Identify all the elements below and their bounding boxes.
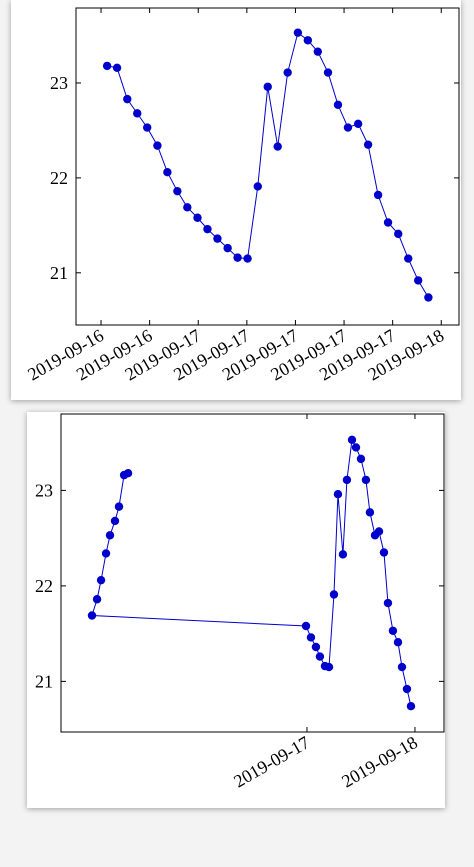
- marker: [361, 475, 371, 485]
- marker: [183, 203, 192, 212]
- marker: [424, 293, 433, 302]
- marker: [114, 502, 124, 511]
- marker: [273, 142, 282, 151]
- marker: [87, 611, 97, 620]
- y-tick-label: 23: [35, 480, 53, 500]
- marker: [306, 633, 316, 642]
- marker: [119, 470, 129, 480]
- marker: [343, 123, 353, 132]
- marker: [133, 109, 142, 118]
- marker: [397, 662, 407, 672]
- plot-frame: [75, 7, 460, 326]
- marker: [233, 253, 242, 262]
- y-tick-label: 21: [35, 671, 53, 691]
- marker: [223, 243, 232, 253]
- y-tick-label: 21: [50, 263, 68, 283]
- marker: [342, 475, 352, 485]
- marker: [203, 224, 212, 234]
- y-tick-label: 22: [35, 576, 53, 596]
- y-tick-label: 23: [50, 73, 68, 93]
- marker: [373, 190, 383, 200]
- marker: [383, 598, 393, 608]
- marker: [388, 626, 398, 635]
- marker: [110, 516, 120, 526]
- marker: [213, 234, 222, 243]
- marker: [347, 435, 357, 444]
- marker: [303, 36, 313, 45]
- marker: [193, 213, 202, 222]
- y-tick-label: 22: [50, 168, 68, 188]
- marker: [404, 254, 413, 263]
- marker: [383, 218, 393, 227]
- marker: [96, 575, 106, 585]
- marker: [263, 82, 272, 91]
- marker: [353, 119, 363, 128]
- marker: [374, 527, 384, 536]
- marker: [283, 68, 292, 77]
- marker: [153, 141, 162, 150]
- marker: [163, 167, 172, 177]
- marker: [323, 68, 333, 77]
- marker: [394, 229, 403, 239]
- panel: [27, 412, 445, 808]
- marker: [324, 662, 334, 672]
- marker: [92, 595, 102, 604]
- marker: [143, 123, 152, 132]
- panel: [11, 0, 461, 400]
- marker: [313, 47, 323, 56]
- marker: [101, 549, 111, 558]
- marker: [351, 443, 361, 452]
- marker: [311, 642, 321, 652]
- marker: [329, 590, 339, 599]
- marker: [402, 684, 412, 694]
- marker: [338, 550, 348, 559]
- marker: [243, 254, 252, 263]
- marker: [413, 276, 423, 285]
- marker: [301, 621, 311, 631]
- marker: [123, 94, 132, 104]
- marker: [379, 548, 389, 557]
- marker: [333, 490, 343, 499]
- marker: [333, 100, 343, 110]
- marker: [365, 508, 375, 517]
- marker: [102, 61, 112, 71]
- plot-frame: [60, 413, 445, 733]
- marker: [173, 186, 182, 196]
- marker: [393, 638, 403, 647]
- marker: [315, 652, 325, 661]
- marker: [293, 28, 303, 37]
- marker: [112, 63, 122, 72]
- marker: [105, 531, 115, 540]
- marker: [356, 454, 366, 464]
- marker: [406, 702, 416, 711]
- marker: [253, 182, 262, 191]
- marker: [363, 140, 373, 149]
